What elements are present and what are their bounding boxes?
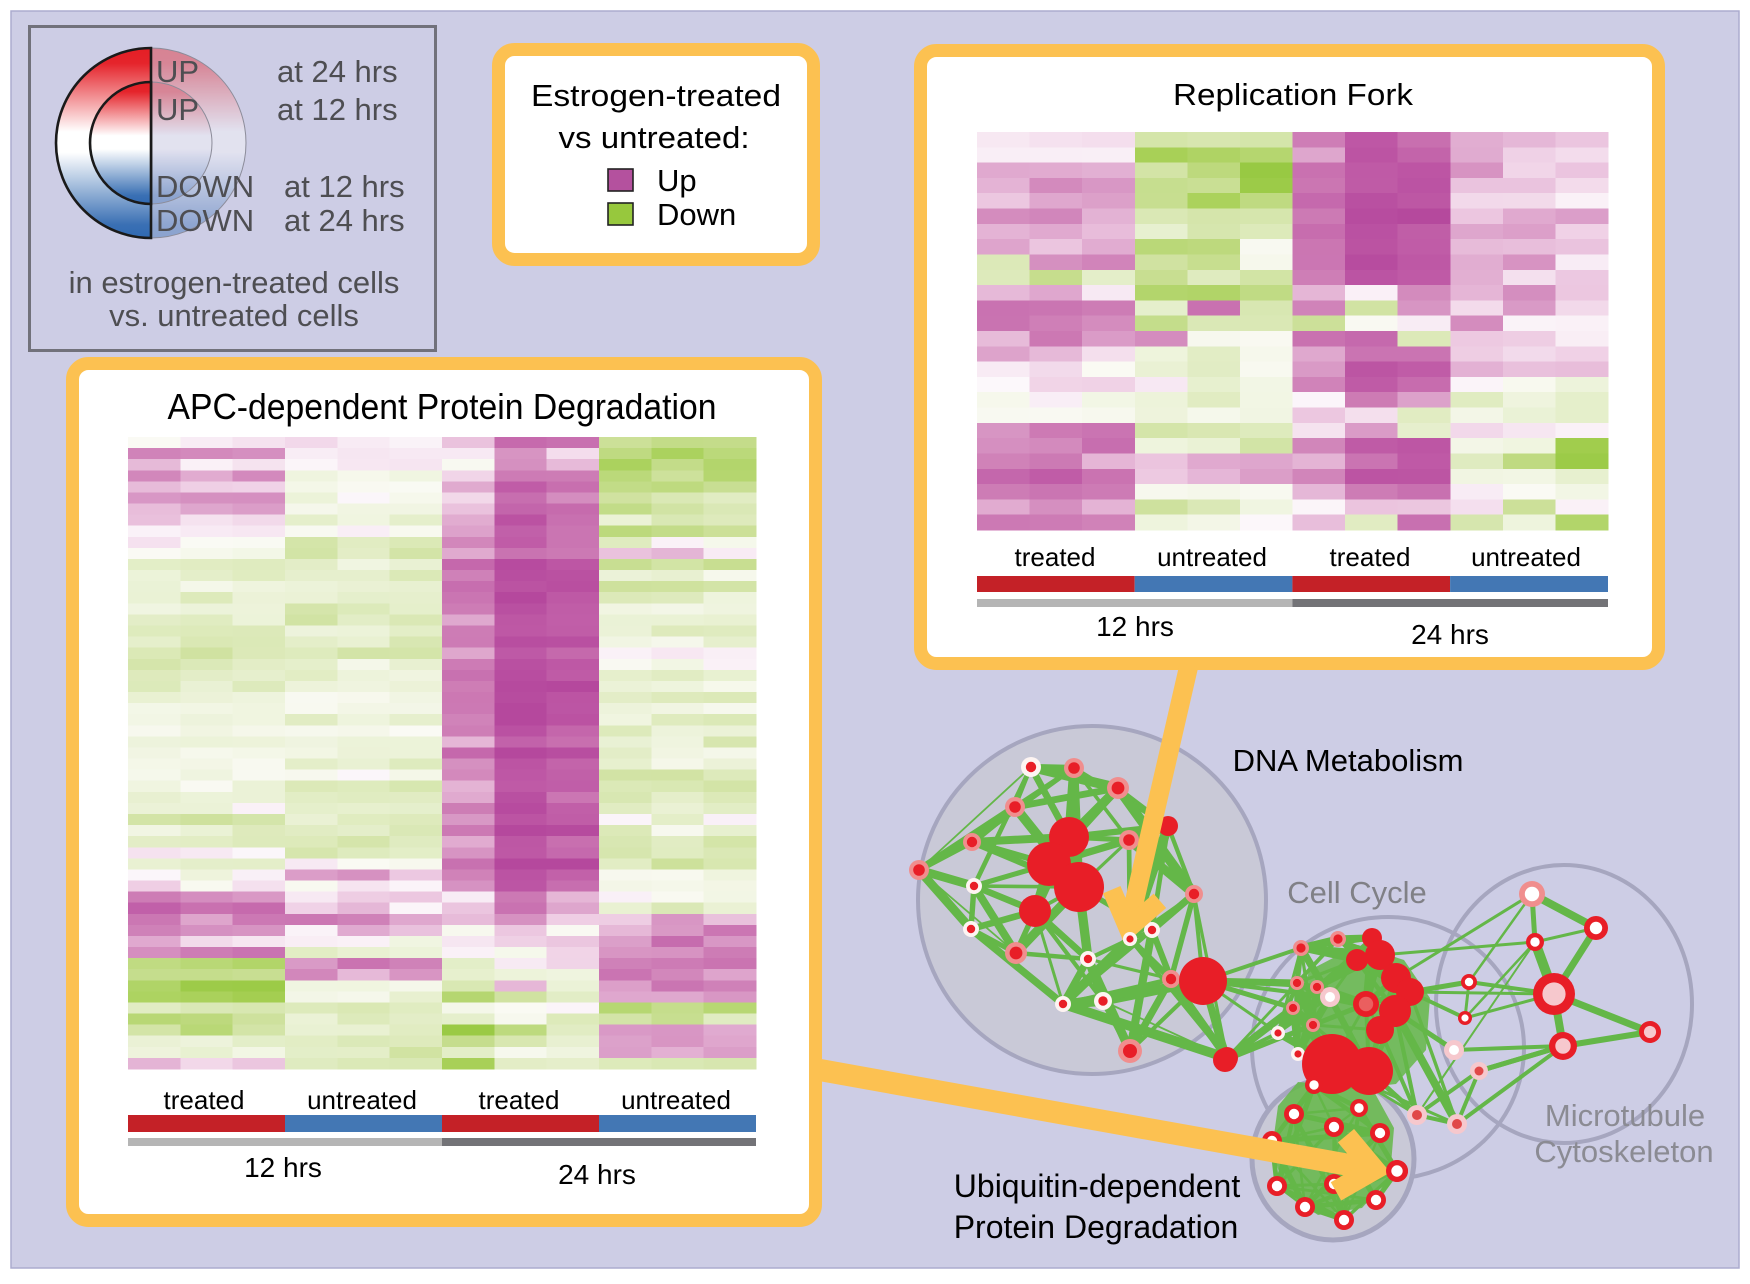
- svg-text:Down: Down: [657, 197, 736, 232]
- svg-text:Up: Up: [657, 163, 697, 198]
- svg-text:at 12 hrs: at 12 hrs: [277, 92, 398, 127]
- svg-text:Estrogen-treated: Estrogen-treated: [531, 78, 781, 113]
- svg-text:Cytoskeleton: Cytoskeleton: [1534, 1134, 1713, 1169]
- svg-text:treated: treated: [1015, 542, 1096, 572]
- svg-text:DNA Metabolism: DNA Metabolism: [1233, 743, 1464, 778]
- svg-text:treated: treated: [479, 1085, 560, 1115]
- svg-text:at 24 hrs: at 24 hrs: [277, 54, 398, 89]
- svg-text:vs untreated:: vs untreated:: [559, 120, 750, 155]
- svg-text:at 12 hrs: at 12 hrs: [284, 169, 405, 204]
- svg-text:Microtubule: Microtubule: [1545, 1098, 1705, 1133]
- svg-text:untreated: untreated: [1157, 542, 1267, 572]
- svg-text:DOWN: DOWN: [156, 203, 254, 238]
- svg-text:at 24 hrs: at 24 hrs: [284, 203, 405, 238]
- svg-text:untreated: untreated: [1471, 542, 1581, 572]
- svg-text:Protein Degradation: Protein Degradation: [954, 1209, 1239, 1245]
- svg-text:12 hrs: 12 hrs: [1096, 611, 1174, 642]
- svg-text:DOWN: DOWN: [156, 169, 254, 204]
- svg-text:Cell Cycle: Cell Cycle: [1287, 875, 1427, 910]
- svg-text:UP: UP: [156, 92, 199, 127]
- svg-text:vs. untreated cells: vs. untreated cells: [109, 298, 359, 333]
- svg-text:APC-dependent Protein Degradat: APC-dependent Protein Degradation: [168, 386, 717, 427]
- svg-text:24 hrs: 24 hrs: [558, 1159, 636, 1190]
- svg-text:Replication Fork: Replication Fork: [1173, 77, 1414, 112]
- svg-text:24 hrs: 24 hrs: [1411, 619, 1489, 650]
- svg-text:treated: treated: [1330, 542, 1411, 572]
- svg-text:12 hrs: 12 hrs: [244, 1152, 322, 1183]
- svg-text:treated: treated: [164, 1085, 245, 1115]
- svg-text:UP: UP: [156, 54, 199, 89]
- svg-text:untreated: untreated: [621, 1085, 731, 1115]
- svg-text:in estrogen-treated cells: in estrogen-treated cells: [69, 265, 400, 300]
- svg-text:Ubiquitin-dependent: Ubiquitin-dependent: [954, 1168, 1241, 1204]
- svg-text:untreated: untreated: [307, 1085, 417, 1115]
